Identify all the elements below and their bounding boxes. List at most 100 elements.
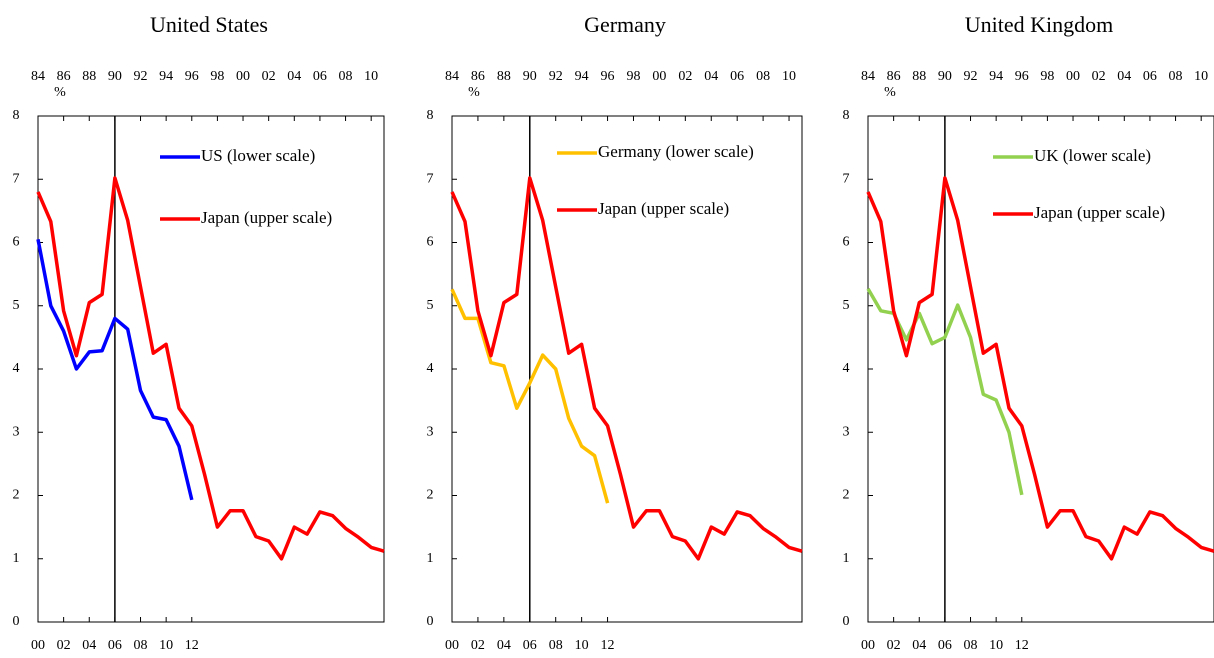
x-tick-label: 02: [57, 638, 71, 653]
x2-tick-label: 10: [782, 69, 796, 84]
x2-tick-label: 06: [730, 69, 744, 84]
x-tick-label: 00: [861, 638, 875, 653]
x2-tick-label: 92: [549, 69, 563, 84]
x2-tick-label: 98: [1040, 69, 1054, 84]
y-tick-label: 6: [13, 235, 20, 250]
data-line: [450, 176, 803, 561]
x-tick-label: 12: [601, 638, 615, 653]
x2-tick-label: 98: [626, 69, 640, 84]
x2-tick-label: 98: [210, 69, 224, 84]
x-tick-label: 00: [31, 638, 45, 653]
y-tick-label: 4: [843, 361, 850, 376]
x2-tick-label: 94: [989, 69, 1003, 84]
x-tick-label: 04: [82, 638, 96, 653]
legend-label: Japan (upper scale): [1034, 203, 1165, 222]
y-tick-label: 1: [13, 551, 20, 566]
plot-frame: [867, 115, 1214, 623]
x-tick-label: 10: [159, 638, 173, 653]
x-tick-label: 12: [1015, 638, 1029, 653]
x2-tick-label: 04: [287, 69, 301, 84]
x2-tick-label: 84: [861, 69, 875, 84]
y-tick-label: 0: [427, 614, 434, 629]
x2-tick-label: 06: [1143, 69, 1157, 84]
y-tick-label: 1: [843, 551, 850, 566]
x2-tick-label: 00: [1066, 69, 1080, 84]
y-tick-label: 4: [427, 361, 434, 376]
y-tick-label: 0: [13, 614, 20, 629]
y-tick-label: 8: [13, 108, 20, 123]
x-tick-label: 02: [887, 638, 901, 653]
y-tick-label: 5: [427, 298, 434, 313]
x2-tick-label: 10: [1194, 69, 1208, 84]
x2-tick-label: 96: [185, 69, 199, 84]
x2-tick-label: 96: [1015, 69, 1029, 84]
x-tick-label: 04: [912, 638, 926, 653]
y-tick-label: 8: [427, 108, 434, 123]
x-tick-label: 08: [134, 638, 148, 653]
x2-tick-label: 90: [938, 69, 952, 84]
x2-tick-label: 08: [756, 69, 770, 84]
x2-tick-label: 02: [678, 69, 692, 84]
y-tick-label: 8: [843, 108, 850, 123]
x2-tick-label: 92: [134, 69, 148, 84]
x2-tick-label: 90: [108, 69, 122, 84]
y-unit: %: [54, 85, 66, 100]
legend-label: Japan (upper scale): [201, 208, 332, 227]
x2-tick-label: 96: [601, 69, 615, 84]
x2-tick-label: 86: [57, 69, 71, 84]
data-line: [36, 238, 194, 501]
chart-title: Germany: [584, 12, 666, 37]
y-tick-label: 3: [843, 424, 850, 439]
x2-tick-label: 00: [652, 69, 666, 84]
x2-tick-label: 06: [313, 69, 327, 84]
y-tick-label: 7: [13, 171, 20, 186]
y-tick-label: 7: [843, 171, 850, 186]
x2-tick-label: 88: [912, 69, 926, 84]
x-tick-label: 00: [445, 638, 459, 653]
chart-title: United States: [150, 12, 268, 37]
y-tick-label: 3: [427, 424, 434, 439]
x-tick-label: 06: [938, 638, 952, 653]
y-tick-label: 7: [427, 171, 434, 186]
x2-tick-label: 94: [159, 69, 173, 84]
x2-tick-label: 00: [236, 69, 250, 84]
data-line: [36, 176, 385, 561]
x-tick-label: 10: [989, 638, 1003, 653]
data-line: [450, 288, 610, 504]
y-tick-label: 1: [427, 551, 434, 566]
x2-tick-label: 04: [704, 69, 718, 84]
x-tick-label: 10: [575, 638, 589, 653]
x2-tick-label: 02: [262, 69, 276, 84]
y-tick-label: 2: [13, 488, 20, 503]
legend-label: Germany (lower scale): [598, 142, 754, 161]
x2-tick-label: 10: [364, 69, 378, 84]
legend-label: Japan (upper scale): [598, 199, 729, 218]
y-unit: %: [468, 85, 480, 100]
x-tick-label: 08: [549, 638, 563, 653]
legend-label: UK (lower scale): [1034, 146, 1151, 165]
x2-tick-label: 88: [82, 69, 96, 84]
x2-tick-label: 92: [964, 69, 978, 84]
y-tick-label: 2: [843, 488, 850, 503]
x-tick-label: 02: [471, 638, 485, 653]
y-unit: %: [884, 85, 896, 100]
y-tick-label: 5: [843, 298, 850, 313]
x2-tick-label: 84: [31, 69, 45, 84]
x-tick-label: 04: [497, 638, 511, 653]
x2-tick-label: 86: [887, 69, 901, 84]
x-tick-label: 12: [185, 638, 199, 653]
chart-title: United Kingdom: [965, 12, 1114, 37]
x-tick-label: 06: [108, 638, 122, 653]
x2-tick-label: 88: [497, 69, 511, 84]
x2-tick-label: 08: [339, 69, 353, 84]
x-tick-label: 08: [964, 638, 978, 653]
x-tick-label: 06: [523, 638, 537, 653]
x2-tick-label: 90: [523, 69, 537, 84]
legend-label: US (lower scale): [201, 146, 315, 165]
x2-tick-label: 84: [445, 69, 459, 84]
x2-tick-label: 04: [1117, 69, 1131, 84]
x2-tick-label: 86: [471, 69, 485, 84]
